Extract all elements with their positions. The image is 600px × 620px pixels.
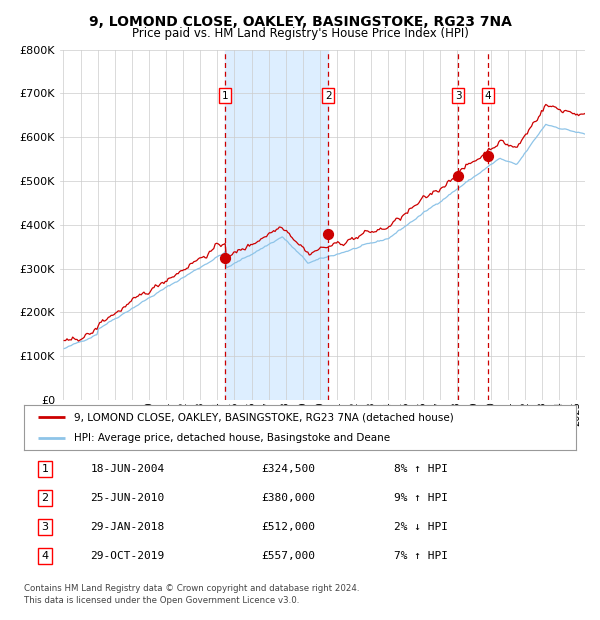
Text: 1: 1 — [41, 464, 49, 474]
Point — [220, 253, 230, 263]
Text: 4: 4 — [485, 91, 491, 100]
Text: 9, LOMOND CLOSE, OAKLEY, BASINGSTOKE, RG23 7NA: 9, LOMOND CLOSE, OAKLEY, BASINGSTOKE, RG… — [89, 16, 511, 30]
Text: 25-JUN-2010: 25-JUN-2010 — [90, 493, 164, 503]
Text: £557,000: £557,000 — [262, 551, 316, 561]
Text: 8% ↑ HPI: 8% ↑ HPI — [394, 464, 448, 474]
Text: 2: 2 — [325, 91, 331, 100]
Text: HPI: Average price, detached house, Basingstoke and Deane: HPI: Average price, detached house, Basi… — [74, 433, 390, 443]
Text: Price paid vs. HM Land Registry's House Price Index (HPI): Price paid vs. HM Land Registry's House … — [131, 27, 469, 40]
Text: 9, LOMOND CLOSE, OAKLEY, BASINGSTOKE, RG23 7NA (detached house): 9, LOMOND CLOSE, OAKLEY, BASINGSTOKE, RG… — [74, 412, 454, 422]
Text: 1: 1 — [222, 91, 229, 100]
Text: £512,000: £512,000 — [262, 522, 316, 532]
Point — [323, 229, 333, 239]
Text: Contains HM Land Registry data © Crown copyright and database right 2024.
This d: Contains HM Land Registry data © Crown c… — [24, 584, 359, 605]
Text: £380,000: £380,000 — [262, 493, 316, 503]
Text: 9% ↑ HPI: 9% ↑ HPI — [394, 493, 448, 503]
Text: 29-OCT-2019: 29-OCT-2019 — [90, 551, 164, 561]
Text: 3: 3 — [41, 522, 49, 532]
Bar — [225, 50, 328, 400]
Text: 29-JAN-2018: 29-JAN-2018 — [90, 522, 164, 532]
Text: 4: 4 — [41, 551, 49, 561]
Text: 2: 2 — [41, 493, 49, 503]
Point — [454, 170, 463, 180]
Text: 7% ↑ HPI: 7% ↑ HPI — [394, 551, 448, 561]
Text: 3: 3 — [455, 91, 461, 100]
Text: 18-JUN-2004: 18-JUN-2004 — [90, 464, 164, 474]
Text: £324,500: £324,500 — [262, 464, 316, 474]
Text: 2% ↓ HPI: 2% ↓ HPI — [394, 522, 448, 532]
Point — [483, 151, 493, 161]
